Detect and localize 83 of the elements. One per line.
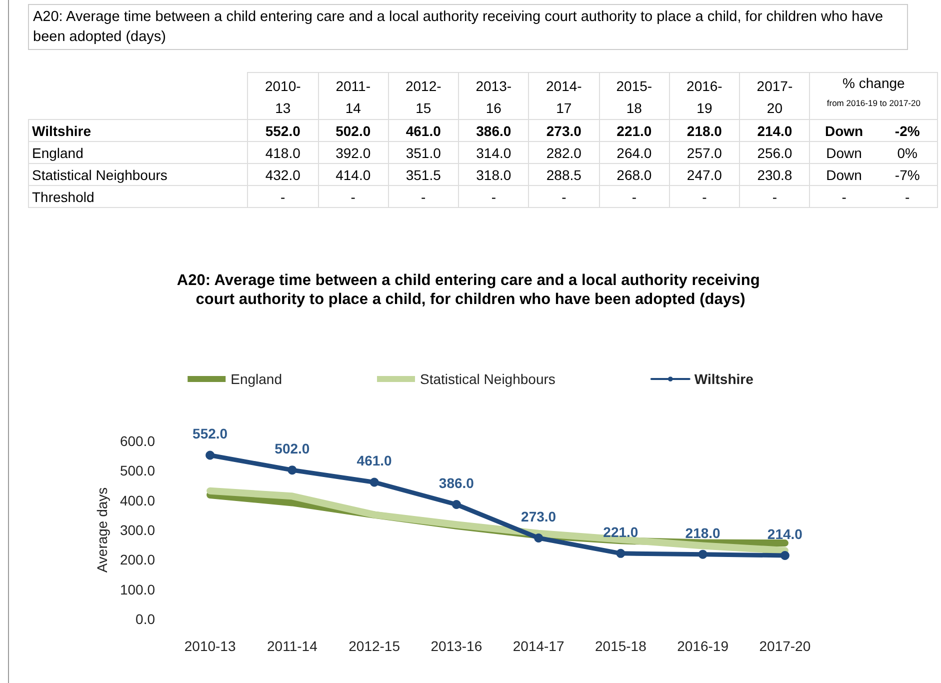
x-tick-label: 2013-16 [430,638,482,654]
x-tick-label: 2011-14 [267,638,318,654]
x-tick-label: 2013-16 [458,72,529,120]
text: - [421,188,426,204]
data-label: 247.0 [669,164,740,186]
text: - [280,188,286,204]
text: - [842,188,846,204]
data-label: 273.0 [521,508,556,525]
y-tick-label: 100.0 [120,581,156,598]
x-tick-label: 2015-18 [594,638,647,654]
data-label: 221.0 [599,120,670,142]
y-tick-label: England [28,142,248,164]
text: - [772,188,778,204]
data-label: 314.0 [458,142,529,164]
x-tick-label: 2017-20 [759,638,811,654]
y-tick-label: 300.0 [120,522,156,538]
y-tick-label: 200.0 [120,552,156,568]
x-tick-label: 2012-15 [388,72,459,120]
legend-label: England [230,371,282,387]
x-tick-label: 2016-19 [677,638,729,654]
data-label: 288.5 [528,164,600,186]
x-tick-label: 2010-13 [184,638,236,654]
y-axis-title: Average days [94,487,110,573]
y-tick-label: 0.0 [136,611,156,627]
legend-label: Wiltshire [694,371,754,387]
y-tick-label: Statistical Neighbours [28,164,248,186]
data-label: 392.0 [318,142,388,164]
text: Down [826,166,862,182]
text: - [491,188,496,204]
data-label: 386.0 [438,474,474,491]
chart-title: A20: Average time between a child entering care and a local authority receiving court authority to place a child, for children who have been adopted (days) [176,272,764,308]
data-label: 351.0 [388,142,459,164]
x-tick-label: 2010-13 [248,72,318,120]
x-tick-label: 2015-18 [599,72,670,120]
data-label: 461.0 [356,452,392,469]
legend-label: Statistical Neighbours [420,371,556,387]
data-label: 268.0 [599,164,670,186]
y-tick-label: 400.0 [120,492,156,508]
data-label: 218.0 [685,524,721,541]
x-tick-label: 2017-20 [740,72,810,120]
text: Down [824,122,864,138]
data-label: 318.0 [458,164,529,186]
data-label: 256.0 [740,142,810,164]
text: 0% [897,144,918,160]
data-label: 282.0 [528,142,600,164]
chart-title: A20: Average time between a child entering care and a local authority receiving court authority to place a child, for children who have been adopted (days) [28,4,908,50]
x-tick-label: 2014-17 [528,72,600,120]
text: Down [826,144,862,160]
data-label: 386.0 [458,120,529,142]
text: - [562,188,566,204]
data-label: 552.0 [192,426,228,442]
text: - [632,188,637,204]
x-tick-label: 2011-14 [318,72,388,120]
data-label: 552.0 [248,120,318,142]
y-tick-label: Wiltshire [28,120,248,142]
data-label: 418.0 [248,142,318,164]
data-label: 461.0 [388,120,459,142]
data-label: 502.0 [274,440,310,457]
data-label: 414.0 [318,164,388,186]
data-label: 273.0 [528,120,600,142]
data-label: 214.0 [767,526,803,542]
text: - [702,188,707,204]
text: -2% [894,122,920,138]
data-label: 230.8 [740,164,810,186]
data-label: 218.0 [669,120,740,142]
y-tick-label: 500.0 [120,462,156,479]
data-label: 257.0 [669,142,740,164]
text: from 2016-19 to 2017-20 [826,98,920,108]
text: - [905,188,910,204]
data-label: 432.0 [248,164,318,186]
text: - [350,188,356,204]
y-tick-label: Threshold [28,186,248,208]
data-label: 351.5 [388,164,459,186]
data-label: 221.0 [603,524,638,540]
x-tick-label: 2016-19 [669,72,740,120]
x-tick-label: 2012-15 [348,638,400,654]
data-label: 264.0 [599,142,670,164]
y-tick-label: 600.0 [120,433,156,449]
text: -7% [894,166,920,182]
data-label: 214.0 [740,120,810,142]
x-tick-label: % change [842,75,905,91]
data-label: 502.0 [318,120,388,142]
x-tick-label: 2014-17 [512,638,564,654]
